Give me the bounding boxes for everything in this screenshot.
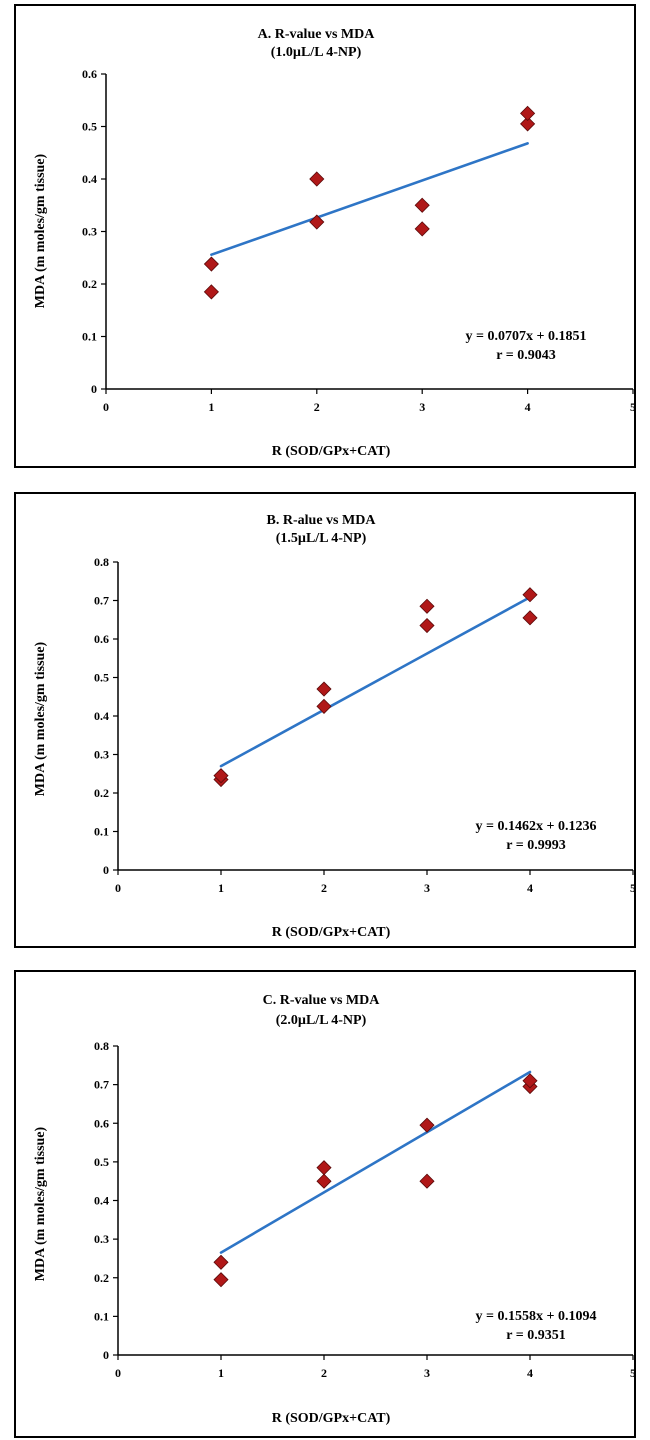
chart-b-y-tick-label: 0.6 bbox=[94, 632, 109, 646]
chart-c-equation: y = 0.1558x + 0.1094 bbox=[476, 1309, 597, 1324]
chart-c-data-point bbox=[316, 1173, 332, 1189]
chart-a-equation: y = 0.0707x + 0.1851 bbox=[466, 329, 587, 344]
chart-a-data-point bbox=[414, 197, 430, 213]
chart-c-xlabel: R (SOD/GPx+CAT) bbox=[272, 1411, 391, 1426]
chart-a-plot-area: 0 0.1 0.2 0.3 0.4 0.5 0.6 0 1 2 3 4 5 bbox=[82, 67, 634, 414]
chart-b-x-tick-label: 2 bbox=[321, 881, 327, 895]
chart-b-y-tick-label: 0.8 bbox=[94, 555, 109, 569]
chart-c-data-point bbox=[213, 1254, 229, 1270]
chart-c-x-tick-label: 0 bbox=[115, 1366, 121, 1380]
chart-c-r-value: r = 0.9351 bbox=[506, 1328, 565, 1343]
chart-a-x-tick-label: 5 bbox=[630, 400, 634, 414]
chart-b-x-tick-label: 1 bbox=[218, 881, 224, 895]
chart-c-x-tick-label: 5 bbox=[630, 1366, 634, 1380]
chart-c-y-tick-label: 0 bbox=[103, 1348, 109, 1362]
chart-c-x-tick-label: 1 bbox=[218, 1366, 224, 1380]
chart-a-xlabel: R (SOD/GPx+CAT) bbox=[272, 444, 391, 459]
chart-b-data-point bbox=[419, 598, 435, 614]
chart-a-y-tick-label: 0 bbox=[91, 382, 97, 396]
chart-b-data-point bbox=[522, 587, 538, 603]
chart-panel-a: A. R-value vs MDA (1.0µL/L 4-NP) MDA (m … bbox=[14, 4, 636, 468]
chart-b-y-tick-label: 0.1 bbox=[94, 825, 109, 839]
chart-b-trendline bbox=[219, 595, 532, 768]
chart-a-data-point bbox=[309, 171, 325, 187]
chart-c-data-point bbox=[419, 1117, 435, 1133]
chart-c-data-point bbox=[419, 1173, 435, 1189]
chart-c-y-tick-label: 0.6 bbox=[94, 1116, 109, 1130]
chart-a-x-tick-label: 2 bbox=[314, 400, 320, 414]
chart-a-data-point bbox=[203, 256, 219, 272]
chart-a-x-tick-label: 3 bbox=[419, 400, 425, 414]
chart-b-x-tick-label: 5 bbox=[630, 881, 634, 895]
chart-b-ylabel: MDA (m moles/gm tissue) bbox=[33, 641, 48, 796]
chart-b-y-tick-label: 0.4 bbox=[94, 709, 109, 723]
chart-a-y-tick-label: 0.4 bbox=[82, 172, 97, 186]
chart-b-data-point bbox=[316, 698, 332, 714]
chart-b-y-tick-label: 0 bbox=[103, 863, 109, 877]
chart-c-title: C. R-value vs MDA bbox=[263, 993, 381, 1008]
chart-b-data-point bbox=[316, 681, 332, 697]
chart-a-data-point bbox=[520, 105, 536, 121]
chart-c-svg: C. R-value vs MDA (2.0µL/L 4-NP) MDA (m … bbox=[33, 993, 634, 1426]
chart-b-x-tick-label: 0 bbox=[115, 881, 121, 895]
chart-panel-b: B. R-alue vs MDA (1.5µL/L 4-NP) MDA (m m… bbox=[14, 492, 636, 948]
chart-a-svg: A. R-value vs MDA (1.0µL/L 4-NP) MDA (m … bbox=[33, 27, 634, 459]
chart-c-y-tick-label: 0.5 bbox=[94, 1155, 109, 1169]
chart-c-y-tick-label: 0.3 bbox=[94, 1232, 109, 1246]
chart-b-svg: B. R-alue vs MDA (1.5µL/L 4-NP) MDA (m m… bbox=[33, 513, 634, 940]
chart-a-y-tick-label: 0.3 bbox=[82, 225, 97, 239]
chart-a-y-tick-label: 0.1 bbox=[82, 330, 97, 344]
chart-c-ylabel: MDA (m moles/gm tissue) bbox=[33, 1126, 48, 1281]
chart-b-subtitle: (1.5µL/L 4-NP) bbox=[276, 531, 367, 546]
chart-c-y-tick-label: 0.4 bbox=[94, 1194, 109, 1208]
chart-c-y-tick-label: 0.7 bbox=[94, 1078, 109, 1092]
chart-a-subtitle: (1.0µL/L 4-NP) bbox=[271, 45, 362, 60]
chart-c-x-tick-label: 4 bbox=[527, 1366, 533, 1380]
chart-c-subtitle: (2.0µL/L 4-NP) bbox=[276, 1013, 367, 1028]
chart-b-data-point bbox=[419, 617, 435, 634]
chart-a-r-value: r = 0.9043 bbox=[496, 348, 555, 363]
chart-panel-c: C. R-value vs MDA (2.0µL/L 4-NP) MDA (m … bbox=[14, 970, 636, 1438]
chart-a-y-tick-label: 0.5 bbox=[82, 120, 97, 134]
chart-b-equation: y = 0.1462x + 0.1236 bbox=[476, 819, 597, 834]
chart-a-data-point bbox=[414, 221, 430, 237]
chart-b-y-tick-label: 0.5 bbox=[94, 671, 109, 685]
chart-b-y-tick-label: 0.3 bbox=[94, 748, 109, 762]
chart-a-data-point bbox=[203, 284, 219, 300]
chart-b-y-tick-label: 0.7 bbox=[94, 594, 109, 608]
chart-c-trendline bbox=[219, 1070, 532, 1254]
chart-a-y-tick-label: 0.6 bbox=[82, 67, 97, 81]
chart-c-y-tick-label: 0.8 bbox=[94, 1039, 109, 1053]
chart-c-data-point bbox=[522, 1073, 538, 1089]
chart-c-data-point bbox=[213, 1272, 229, 1288]
chart-b-x-tick-label: 3 bbox=[424, 881, 430, 895]
chart-a-data-point bbox=[520, 116, 536, 132]
chart-b-xlabel: R (SOD/GPx+CAT) bbox=[272, 925, 391, 940]
chart-c-data-point bbox=[316, 1160, 332, 1176]
chart-a-ylabel: MDA (m moles/gm tissue) bbox=[33, 153, 48, 308]
chart-a-x-tick-label: 4 bbox=[525, 400, 531, 414]
chart-a-x-tick-label: 0 bbox=[103, 400, 109, 414]
chart-b-title: B. R-alue vs MDA bbox=[267, 513, 377, 528]
chart-b-data-point bbox=[213, 768, 229, 784]
chart-a-title: A. R-value vs MDA bbox=[258, 27, 376, 42]
chart-a-x-tick-label: 1 bbox=[208, 400, 214, 414]
chart-c-y-tick-label: 0.1 bbox=[94, 1309, 109, 1323]
chart-a-data-point bbox=[309, 214, 325, 230]
chart-b-x-tick-label: 4 bbox=[527, 881, 533, 895]
chart-c-y-tick-label: 0.2 bbox=[94, 1271, 109, 1285]
chart-b-plot-area: 0 0.1 0.2 0.3 0.4 0.5 0.6 0.7 0.8 0 1 2 3 4 5 bbox=[94, 555, 634, 895]
chart-b-y-tick-label: 0.2 bbox=[94, 786, 109, 800]
chart-a-trendline bbox=[210, 142, 529, 257]
chart-c-plot-area: 0 0.1 0.2 0.3 0.4 0.5 0.6 0.7 0.8 0 1 2 3 4 5 bbox=[94, 1039, 634, 1380]
chart-c-x-tick-label: 3 bbox=[424, 1366, 430, 1380]
chart-b-data-point bbox=[522, 610, 538, 626]
chart-c-x-tick-label: 2 bbox=[321, 1366, 327, 1380]
chart-a-y-tick-label: 0.2 bbox=[82, 277, 97, 291]
chart-b-r-value: r = 0.9993 bbox=[506, 838, 565, 853]
